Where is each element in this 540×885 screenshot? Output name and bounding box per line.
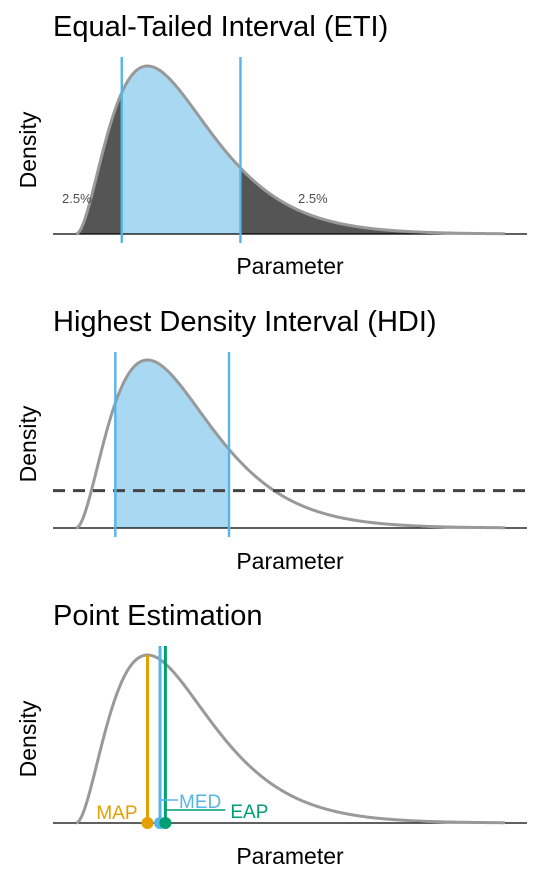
point-density-curve [75, 653, 506, 825]
eti-panel: Equal-Tailed Interval (ETI) Density 2.5%… [15, 11, 527, 279]
map-label: MAP [96, 803, 137, 824]
eti-y-axis-label: Density [15, 111, 41, 188]
med-label: MED [179, 792, 221, 813]
hdi-density-curve [75, 358, 506, 530]
map-point [141, 817, 154, 829]
point-x-axis-label: Parameter [236, 843, 344, 869]
eti-x-axis-label: Parameter [236, 253, 344, 279]
hdi-interval-area [115, 360, 230, 528]
eti-density-curve [75, 64, 506, 236]
point-title: Point Estimation [53, 600, 263, 632]
eap-point [159, 817, 172, 829]
point-estimation-panel: Point Estimation Density MAP MED EAP Par… [15, 600, 527, 869]
eti-interval-area [121, 66, 241, 234]
hdi-x-axis-label: Parameter [236, 548, 344, 574]
hdi-y-axis-label: Density [15, 405, 41, 482]
point-y-axis-label: Density [15, 700, 41, 777]
eti-right-tail-label: 2.5% [298, 191, 328, 206]
eti-left-tail-label: 2.5% [62, 191, 92, 206]
eti-title: Equal-Tailed Interval (ETI) [53, 11, 388, 43]
eap-label: EAP [230, 802, 268, 823]
hdi-title: Highest Density Interval (HDI) [53, 306, 437, 338]
hdi-panel: Highest Density Interval (HDI) Density P… [15, 306, 527, 574]
